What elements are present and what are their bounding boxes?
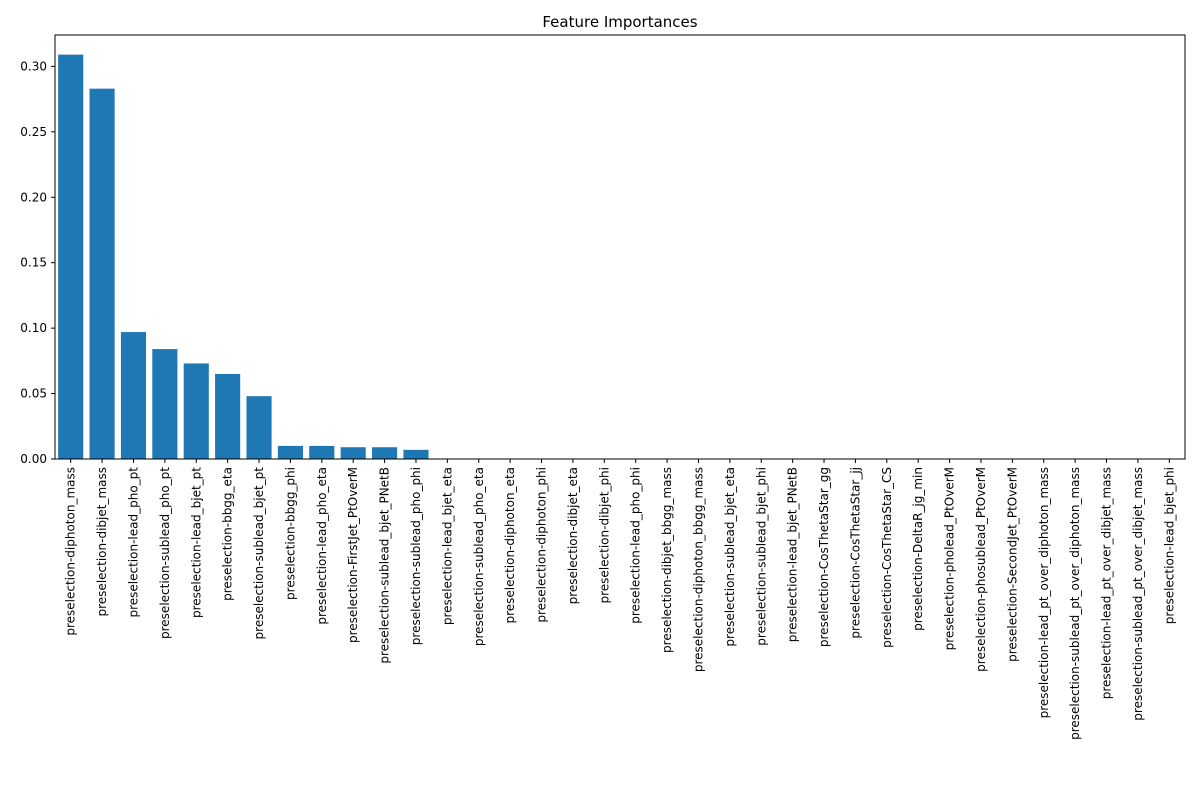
bar — [309, 445, 335, 459]
y-tick-label: 0.20 — [20, 190, 47, 204]
x-tick-label: preselection-lead_bjet_eta — [440, 467, 454, 625]
y-tick-label: 0.05 — [20, 387, 47, 401]
x-tick-label: preselection-sublead_pt_over_dibjet_mass — [1131, 467, 1145, 721]
bar — [340, 447, 366, 459]
x-tick-label: preselection-diphoton_phi — [535, 467, 549, 623]
bars — [58, 54, 429, 459]
bar — [215, 373, 241, 459]
x-tick-label: preselection-sublead_bjet_eta — [723, 467, 737, 647]
x-tick-label: preselection-dibjet_phi — [597, 467, 611, 603]
y-tick-label: 0.15 — [20, 256, 47, 270]
x-tick-label: preselection-lead_pho_pt — [126, 467, 140, 618]
x-tick-label: preselection-bbgg_eta — [221, 467, 235, 601]
bar — [403, 449, 429, 459]
x-tick-label: preselection-sublead_bjet_pt — [252, 467, 266, 640]
x-tick-label: preselection-diphoton_bbgg_mass — [691, 467, 705, 672]
x-tick-label: preselection-sublead_pho_eta — [472, 467, 486, 646]
x-axis: preselection-diphoton_mass preselection-d… — [64, 459, 1176, 740]
x-tick-label: preselection-CosThetaStar_jj — [848, 467, 862, 639]
y-tick-label: 0.25 — [20, 125, 47, 139]
x-tick-label: preselection-dibjet_mass — [95, 467, 109, 616]
bar — [58, 54, 84, 459]
chart-title: Feature Importances — [542, 13, 697, 31]
bar — [120, 332, 147, 459]
bar — [372, 447, 398, 459]
x-tick-label: preselection-sublead_pt_over_diphoton_ma… — [1068, 467, 1082, 740]
bar — [183, 363, 209, 459]
x-tick-label: preselection-pholead_PtOverM — [943, 467, 957, 650]
x-tick-label: preselection-diphoton_mass — [64, 467, 78, 636]
y-tick-label: 0.00 — [20, 452, 47, 466]
x-tick-label: preselection-sublead_pho_phi — [409, 467, 423, 645]
y-tick-label: 0.10 — [20, 321, 47, 335]
x-tick-label: preselection-lead_bjet_PNetB — [786, 467, 800, 642]
x-tick-label: preselection-phosublead_PtOverM — [974, 467, 988, 672]
x-tick-label: preselection-lead_pt_over_diphoton_mass — [1037, 467, 1051, 718]
x-tick-label: preselection-sublead_pho_pt — [158, 467, 172, 639]
x-tick-label: preselection-FirstJet_PtOverM — [346, 467, 360, 643]
x-tick-label: preselection-sublead_bjet_phi — [754, 467, 768, 646]
plot-frame — [54, 34, 1186, 460]
bar — [246, 396, 272, 459]
x-tick-label: preselection-CosThetaStar_CS — [880, 467, 894, 648]
x-tick-label: preselection-lead_bjet_pt — [189, 467, 203, 618]
x-tick-label: preselection-lead_pt_over_dibjet_mass — [1100, 467, 1114, 699]
y-axis: 0.00 0.05 0.10 0.15 0.20 0.25 0.30 — [20, 59, 55, 466]
x-tick-label: preselection-CosThetaStar_gg — [817, 467, 831, 647]
x-tick-label: preselection-diphoton_eta — [503, 467, 517, 624]
bar — [89, 88, 115, 459]
x-tick-label: preselection-dibjet_bbgg_mass — [660, 467, 674, 653]
x-tick-label: preselection-lead_pho_phi — [629, 467, 643, 624]
x-tick-label: preselection-sublead_bjet_PNetB — [378, 467, 392, 664]
x-tick-label: preselection-DeltaR_jg_min — [911, 467, 925, 631]
bar — [277, 445, 303, 459]
x-tick-label: preselection-bbgg_phi — [283, 467, 297, 600]
x-tick-label: preselection-dibjet_eta — [566, 467, 580, 604]
x-tick-label: preselection-lead_pho_eta — [315, 467, 329, 625]
y-tick-label: 0.30 — [20, 59, 47, 73]
bar — [152, 349, 178, 459]
x-tick-label: preselection-lead_bjet_phi — [1162, 467, 1176, 624]
x-tick-label: preselection-SecondJet_PtOverM — [1005, 467, 1019, 662]
